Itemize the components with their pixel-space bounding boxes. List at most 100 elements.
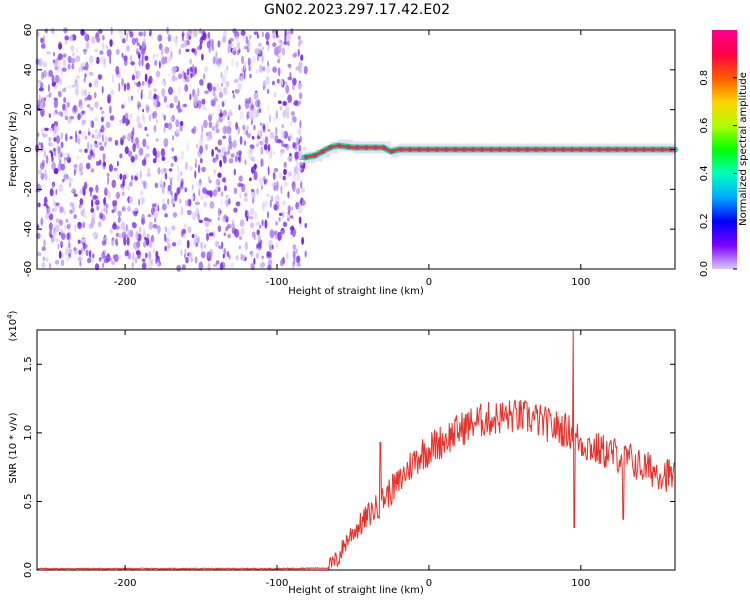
noise-cell — [198, 219, 203, 223]
noise-cell — [256, 229, 261, 236]
noise-cell — [265, 76, 271, 86]
noise-cell — [109, 228, 114, 234]
noise-cell — [65, 218, 69, 223]
noise-cell — [248, 35, 252, 40]
noise-cell — [190, 73, 193, 78]
noise-cell — [299, 135, 302, 143]
noise-cell — [273, 91, 277, 98]
noise-cell — [230, 261, 235, 269]
noise-cell — [262, 66, 266, 72]
noise-cell — [277, 59, 280, 64]
noise-cell — [252, 109, 258, 119]
noise-cell — [160, 148, 166, 158]
noise-cell — [148, 251, 152, 260]
noise-cell — [85, 135, 87, 140]
noise-cell — [262, 125, 266, 133]
noise-cell — [155, 150, 158, 160]
noise-cell — [240, 253, 243, 261]
noise-cell — [255, 222, 260, 226]
colorbar-tick-label: 0.6 — [699, 118, 710, 134]
noise-cell — [283, 41, 288, 45]
noise-cell — [77, 113, 81, 121]
noise-cell — [230, 43, 234, 48]
noise-cell — [163, 114, 166, 121]
noise-cell — [228, 198, 231, 205]
noise-cell — [60, 132, 64, 140]
noise-cell — [177, 187, 181, 194]
colorbar-label: Normalized spectral amplitude — [738, 72, 749, 226]
noise-cell — [223, 151, 227, 158]
noise-cell — [285, 105, 290, 113]
noise-cell — [253, 257, 256, 265]
figure-title: GN02.2023.297.17.42.E02 — [264, 2, 450, 18]
noise-cell — [107, 190, 111, 199]
noise-cell — [89, 188, 92, 197]
noise-cell — [197, 182, 202, 191]
noise-cell — [220, 199, 223, 206]
noise-cell — [298, 92, 303, 100]
noise-cell — [136, 88, 140, 93]
noise-cell — [203, 73, 206, 80]
noise-cell — [294, 99, 299, 106]
noise-cell — [65, 133, 68, 142]
noise-cell — [86, 104, 91, 108]
noise-cell — [272, 66, 277, 73]
noise-cell — [238, 183, 244, 187]
noise-cell — [81, 238, 86, 243]
noise-cell — [101, 134, 104, 143]
noise-cell — [250, 263, 254, 271]
noise-cell — [184, 84, 189, 92]
noise-cell — [285, 84, 290, 94]
noise-cell — [106, 45, 108, 50]
noise-cell — [43, 133, 48, 138]
noise-cell — [239, 245, 241, 250]
noise-cell — [228, 113, 231, 117]
noise-cell — [100, 116, 104, 123]
noise-cell — [123, 100, 126, 108]
noise-cell — [105, 121, 111, 129]
noise-cell — [225, 127, 230, 135]
noise-cell — [295, 162, 299, 166]
noise-cell — [45, 212, 50, 220]
noise-cell — [169, 177, 173, 182]
noise-cell — [109, 55, 112, 65]
noise-cell — [44, 168, 47, 177]
noise-cell — [86, 40, 90, 50]
noise-cell — [249, 147, 253, 154]
noise-cell — [90, 222, 94, 228]
noise-cell — [221, 101, 225, 108]
noise-cell — [115, 232, 120, 238]
noise-cell — [180, 249, 183, 256]
noise-cell — [297, 35, 301, 40]
noise-cell — [253, 31, 259, 35]
noise-cell — [79, 148, 83, 153]
noise-cell — [54, 203, 58, 212]
noise-cell — [60, 232, 66, 240]
noise-cell — [60, 151, 63, 158]
noise-cell — [214, 146, 218, 151]
spectrogram-marks — [35, 26, 678, 272]
noise-cell — [38, 94, 41, 100]
noise-cell — [89, 250, 92, 259]
noise-cell — [301, 236, 304, 245]
noise-cell — [225, 80, 230, 88]
noise-cell — [74, 104, 78, 115]
noise-cell — [300, 180, 303, 189]
noise-cell — [84, 73, 87, 78]
noise-cell — [118, 232, 123, 239]
noise-cell — [38, 58, 43, 67]
noise-cell — [269, 131, 275, 139]
noise-cell — [257, 99, 261, 108]
noise-cell — [243, 140, 247, 146]
noise-cell — [117, 210, 122, 217]
noise-cell — [62, 53, 67, 58]
noise-cell — [191, 184, 194, 191]
noise-cell — [123, 59, 128, 66]
noise-cell — [201, 53, 204, 61]
noise-cell — [282, 109, 287, 118]
noise-cell — [170, 162, 174, 167]
noise-cell — [43, 97, 46, 102]
noise-cell — [121, 191, 125, 196]
noise-cell — [225, 199, 229, 207]
noise-cell — [186, 142, 190, 152]
